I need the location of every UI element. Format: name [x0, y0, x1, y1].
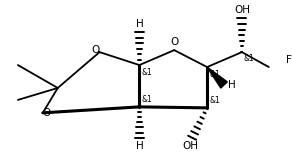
Text: OH: OH — [234, 5, 250, 15]
Text: H: H — [135, 141, 143, 151]
Text: OH: OH — [182, 141, 198, 151]
Polygon shape — [207, 67, 227, 88]
Text: &1: &1 — [141, 95, 152, 104]
Text: F: F — [286, 55, 292, 65]
Text: &1: &1 — [209, 70, 220, 79]
Text: O: O — [91, 45, 100, 55]
Text: &1: &1 — [244, 54, 255, 63]
Text: O: O — [170, 37, 178, 47]
Text: &1: &1 — [209, 96, 220, 105]
Text: H: H — [135, 19, 143, 29]
Text: &1: &1 — [141, 68, 152, 77]
Text: H: H — [228, 80, 236, 90]
Text: O: O — [43, 108, 51, 118]
